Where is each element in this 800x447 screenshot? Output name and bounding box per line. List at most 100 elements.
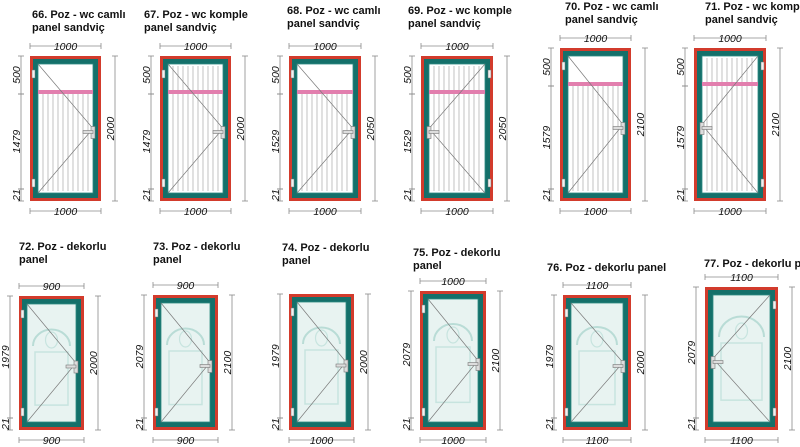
total-height-label: 2000: [635, 351, 647, 376]
height-dimension-label: 500: [541, 58, 553, 76]
door-panel: [701, 55, 759, 194]
hinge-icon: [772, 300, 777, 310]
width-dimension-label: 1100: [586, 280, 609, 292]
height-dimension-label: 500: [675, 58, 687, 76]
handle-icon: [612, 364, 624, 368]
width-dimension-label: 1000: [584, 33, 608, 45]
width-dimension-label: 1000: [54, 206, 78, 218]
handle-icon: [212, 130, 224, 134]
decor-arch: [166, 327, 205, 346]
hinge-icon: [290, 407, 295, 417]
total-height-label: 2100: [635, 113, 647, 138]
height-dimension-label: 1529: [402, 130, 414, 154]
width-dimension-label: 1100: [730, 272, 753, 284]
handle-icon: [342, 130, 354, 134]
height-dimension-label: 1529: [270, 130, 282, 154]
hinge-icon: [561, 178, 566, 188]
height-dimension-label: 500: [11, 66, 23, 84]
width-dimension-label: 1000: [441, 435, 465, 447]
hinge-icon: [154, 407, 159, 417]
door-title: 73. Poz - dekorlu: [153, 241, 240, 253]
width-dimension-label: 1000: [313, 41, 337, 53]
decor-arch: [302, 326, 341, 345]
door-title: panel sandviç: [408, 18, 481, 30]
height-dimension-label: 21: [134, 418, 146, 431]
width-dimension-label: 1000: [718, 206, 742, 218]
height-dimension-label: 21: [0, 418, 12, 431]
hinge-icon: [421, 304, 426, 314]
width-dimension-label: 900: [177, 280, 195, 292]
width-dimension-label: 900: [177, 435, 195, 447]
width-dimension-label: 1000: [184, 41, 208, 53]
decor-arch: [718, 315, 765, 338]
height-dimension-label: 1479: [11, 130, 23, 154]
door-title: 69. Poz - wc komple: [408, 5, 512, 17]
total-height-label: 2050: [497, 117, 509, 142]
handle-icon: [428, 130, 440, 134]
total-height-label: 2100: [222, 351, 234, 376]
decor-ornament: [314, 329, 329, 347]
door-title: panel sandviç: [565, 14, 638, 26]
decor-ornament: [590, 330, 604, 348]
height-dimension-label: 21: [141, 189, 153, 202]
height-dimension-label: 1579: [541, 126, 553, 150]
width-dimension-label: 1000: [184, 206, 208, 218]
door-title: 71. Poz - wc komple: [705, 1, 800, 13]
total-height-label: 2100: [490, 349, 502, 374]
decor-rect: [720, 342, 763, 401]
height-dimension-label: 1979: [270, 344, 282, 368]
door-title: 75. Poz - dekorlu: [413, 247, 500, 259]
hinge-icon: [561, 61, 566, 71]
decor-rect: [168, 350, 203, 406]
decor-ornament: [446, 326, 460, 344]
decor-ornament: [734, 322, 749, 340]
hinge-icon: [564, 407, 569, 417]
door-title: panel: [282, 255, 311, 267]
height-dimension-label: 2079: [134, 345, 146, 370]
door-title: panel sandviç: [144, 22, 217, 34]
total-height-label: 2100: [782, 347, 794, 372]
door-title: 68. Poz - wc camlı: [287, 5, 381, 17]
hinge-icon: [564, 308, 569, 318]
height-dimension-label: 500: [270, 66, 282, 84]
total-height-label: 2100: [770, 113, 782, 138]
door-title: panel: [19, 254, 48, 266]
hinge-icon: [20, 309, 25, 319]
door-title: panel: [413, 260, 442, 272]
height-dimension-label: 500: [141, 66, 153, 84]
width-dimension-label: 1000: [310, 435, 334, 447]
door-title: panel sandviç: [32, 22, 105, 34]
hinge-icon: [290, 178, 295, 188]
hinge-icon: [760, 61, 765, 71]
hinge-icon: [487, 69, 492, 79]
door-title: panel sandviç: [705, 14, 778, 26]
total-height-label: 2050: [365, 117, 377, 142]
door-title: panel: [153, 254, 182, 266]
height-dimension-label: 21: [675, 189, 687, 202]
height-dimension-label: 21: [401, 418, 413, 431]
hinge-icon: [772, 407, 777, 417]
height-dimension-label: 1979: [544, 345, 556, 369]
door-title: panel sandviç: [287, 18, 360, 30]
hinge-icon: [290, 307, 295, 317]
door-title: 72. Poz - dekorlu: [19, 241, 106, 253]
height-dimension-label: 1979: [0, 345, 12, 369]
door-panel: [428, 63, 486, 194]
handle-icon: [612, 126, 624, 130]
mid-rail: [429, 90, 485, 94]
hinge-icon: [161, 178, 166, 188]
door-title: 76. Poz - dekorlu panel: [547, 262, 666, 274]
total-height-label: 2000: [88, 351, 100, 376]
width-dimension-label: 1000: [313, 206, 337, 218]
width-dimension-label: 1100: [730, 435, 753, 447]
handle-icon: [199, 364, 211, 368]
door-title: 67. Poz - wc komple: [144, 9, 248, 21]
hinge-icon: [421, 407, 426, 417]
hinge-icon: [154, 308, 159, 318]
hinge-icon: [20, 407, 25, 417]
